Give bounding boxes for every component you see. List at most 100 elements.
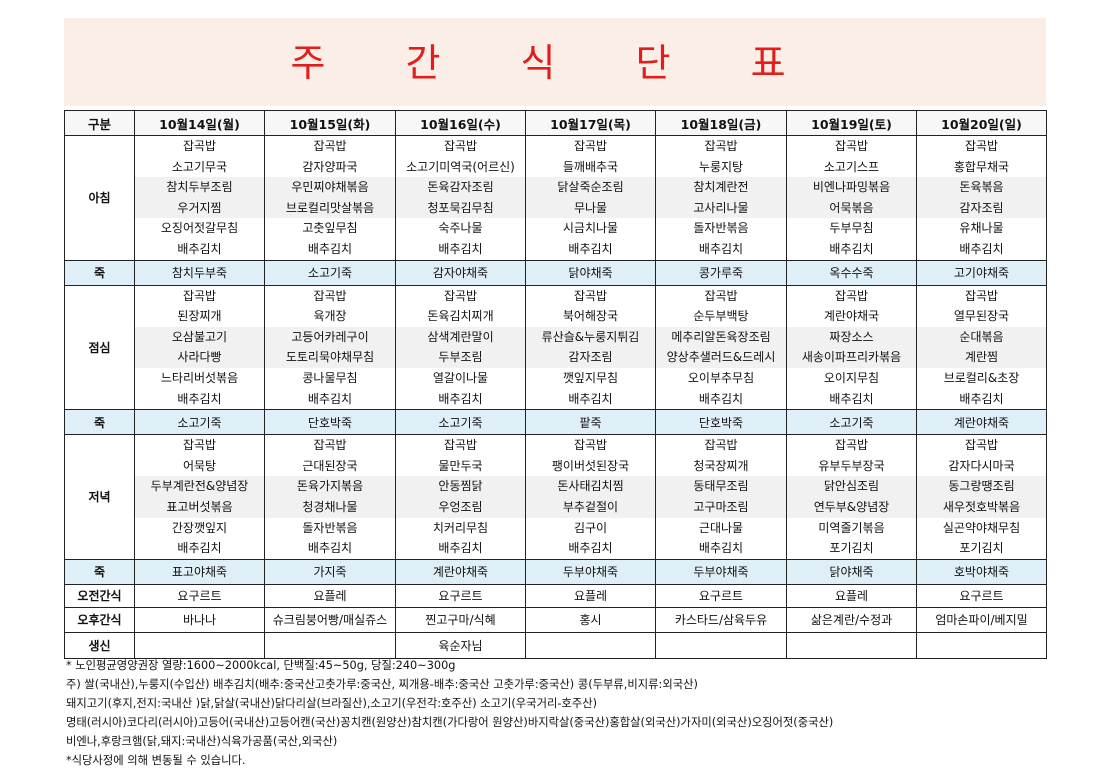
menu-item: 배추김치 <box>568 241 613 256</box>
menu-item: 감자조림 <box>526 347 655 368</box>
meal-row-lunch: 점심 잡곡밥 된장찌개 오삼불고기 사라다빵 느타리버섯볶음 배추김치 잡곡밥 육개장 고등어카… <box>64 284 1047 411</box>
menu-item: 배추김치 <box>438 541 483 556</box>
menu-item: 잡곡밥 <box>964 139 999 153</box>
menu-item: 잡곡밥 <box>573 288 608 303</box>
menu-item: 두부계란전&양념장 <box>135 476 264 497</box>
menu-item: 청국장찌개 <box>693 458 749 473</box>
menu-cell: 잡곡밥 유부두부장국 닭안심조림 연두부&양념장 미역줄기볶음 포기김치 <box>786 434 917 560</box>
menu-item: 배추김치 <box>698 391 744 406</box>
menu-item: 청포묵김무침 <box>396 197 525 219</box>
menu-item: 미역줄기볶음 <box>818 520 885 535</box>
menu-cell: 요플레 <box>525 583 656 608</box>
menu-item: 배추김치 <box>829 241 874 256</box>
menu-cell: 잡곡밥 근대된장국 돈육가지볶음 청경채나물 돌자반볶음 배추김치 <box>264 434 396 560</box>
menu-cell: 잡곡밥 어묵탕 두부계란전&양념장 표고버섯볶음 간장깻잎지 배추김치 <box>134 434 265 560</box>
menu-item: 배추김치 <box>568 391 613 406</box>
menu-item: 잡곡밥 <box>443 288 478 303</box>
menu-item: 깻잎지무침 <box>562 370 619 385</box>
menu-item: 된장찌개 <box>177 309 222 324</box>
menu-item: 순대볶음 <box>917 326 1046 348</box>
menu-item: 간장깻잎지 <box>171 520 228 535</box>
menu-item: 잡곡밥 <box>834 139 869 153</box>
menu-cell: 콩가루죽 <box>655 259 787 286</box>
menu-cell: 잡곡밥 소고기미역국(어르신) 돈육감자조림 청포묵김무침 숙주나물 배추김치 <box>395 135 526 261</box>
menu-item: 돈육가지볶음 <box>265 476 395 497</box>
meal-label: 저녁 <box>64 434 135 560</box>
menu-cell <box>264 631 396 659</box>
menu-cell: 잡곡밥 청국장찌개 동태무조림 고구마조림 근대나물 배추김치 <box>655 434 787 560</box>
menu-cell <box>655 631 787 659</box>
menu-item: 두부조림 <box>396 347 525 368</box>
birthday-row: 생신 육순자님 <box>64 631 1047 659</box>
menu-item: 참치두부조림 <box>135 177 264 198</box>
menu-item: 잡곡밥 <box>443 139 478 153</box>
menu-cell: 엄마손파이/베지밀 <box>916 606 1047 633</box>
menu-item: 배추김치 <box>307 241 353 256</box>
menu-item: 고사리나물 <box>656 197 786 219</box>
menu-item: 무나물 <box>526 197 655 219</box>
menu-item: 소고기미역국(어르신) <box>406 159 515 174</box>
menu-cell: 카스타드/삼육두유 <box>655 606 787 633</box>
juk-row: 죽 참치두부죽 소고기죽 감자야채죽 닭야채죽 콩가루죽 옥수수죽 고기야채죽 <box>64 259 1047 286</box>
menu-item: 우거지찜 <box>135 197 264 219</box>
menu-item: 잡곡밥 <box>573 438 608 453</box>
menu-cell: 팥죽 <box>525 409 656 436</box>
menu-item: 두부무침 <box>829 221 874 236</box>
menu-item: 오징어젓갈무침 <box>160 221 239 236</box>
menu-item: 삼색계란말이 <box>396 326 525 348</box>
menu-item: 돌자반볶음 <box>693 221 749 236</box>
juk-row: 죽 표고야채죽 가지죽 계란야채죽 두부야채죽 두부야채죽 닭야채죽 호박야채죽 <box>64 558 1047 585</box>
menu-cell <box>916 631 1047 659</box>
menu-item: 감자조림 <box>917 197 1046 219</box>
note-line: * 노인평균영양권장 열량:1600~2000kcal, 단백질:45~50g,… <box>66 659 456 672</box>
menu-cell: 참치두부죽 <box>134 259 265 286</box>
menu-cell: 찐고구마/식혜 <box>395 606 526 633</box>
juk-row: 죽 소고기죽 단호박죽 소고기죽 팥죽 단호박죽 소고기죽 계란야채죽 <box>64 409 1047 436</box>
menu-cell: 가지죽 <box>264 558 396 585</box>
menu-cell: 닭야채죽 <box>525 259 656 286</box>
menu-cell: 육순자님 <box>395 631 526 659</box>
meal-label: 오후간식 <box>64 606 135 633</box>
menu-item: 잡곡밥 <box>313 288 347 303</box>
menu-item: 배추김치 <box>438 241 483 256</box>
menu-item: 느타리버섯볶음 <box>160 370 239 385</box>
menu-item: 배추김치 <box>959 241 1004 256</box>
menu-cell: 소고기죽 <box>395 409 526 436</box>
meal-label: 죽 <box>64 259 135 286</box>
day-header: 10월14일(월) <box>134 110 265 136</box>
menu-cell: 옥수수죽 <box>786 259 917 286</box>
menu-item: 잡곡밥 <box>182 139 217 153</box>
menu-item: 잡곡밥 <box>964 438 999 453</box>
menu-cell: 소고기죽 <box>264 259 396 286</box>
menu-item: 비엔나파밍볶음 <box>787 177 916 198</box>
menu-item: 배추김치 <box>177 541 222 556</box>
menu-item: 잡곡밥 <box>313 139 347 153</box>
menu-item: 배추김치 <box>177 391 222 406</box>
menu-item: 짜장소스 <box>787 326 916 348</box>
menu-item: 잡곡밥 <box>313 438 347 453</box>
menu-cell: 홍시 <box>525 606 656 633</box>
title-banner: 주 간 식 단 표 <box>64 18 1046 106</box>
menu-cell: 닭야채죽 <box>786 558 917 585</box>
menu-cell: 감자야채죽 <box>395 259 526 286</box>
menu-item: 배추김치 <box>568 541 613 556</box>
day-header: 10월20일(일) <box>916 110 1047 136</box>
menu-item: 배추김치 <box>438 391 483 406</box>
menu-item: 배추김치 <box>698 241 744 256</box>
menu-item: 유부두부장국 <box>818 458 885 473</box>
menu-item: 우엉조림 <box>396 496 525 518</box>
meal-label: 점심 <box>64 284 135 411</box>
menu-item: 열무된장국 <box>953 309 1010 324</box>
menu-item: 계란야채국 <box>823 309 880 324</box>
menu-cell: 잡곡밥 열무된장국 순대볶음 계란찜 브로컬리&초장 배추김치 <box>916 284 1047 411</box>
menu-item: 고등어카레구이 <box>265 326 395 348</box>
menu-cell: 잡곡밥 들깨배추국 닭살죽순조림 무나물 시금치나물 배추김치 <box>525 135 656 261</box>
day-header: 10월18일(금) <box>655 110 787 136</box>
menu-cell: 잡곡밥 누룽지탕 참치계란전 고사리나물 돌자반볶음 배추김치 <box>655 135 787 261</box>
page-title: 주 간 식 단 표 <box>290 41 820 85</box>
menu-item: 잡곡밥 <box>573 139 608 153</box>
menu-item: 치커리무침 <box>432 520 489 535</box>
menu-item: 어묵볶음 <box>787 197 916 219</box>
menu-cell: 계란야채죽 <box>916 409 1047 436</box>
day-header: 10월16일(수) <box>395 110 526 136</box>
